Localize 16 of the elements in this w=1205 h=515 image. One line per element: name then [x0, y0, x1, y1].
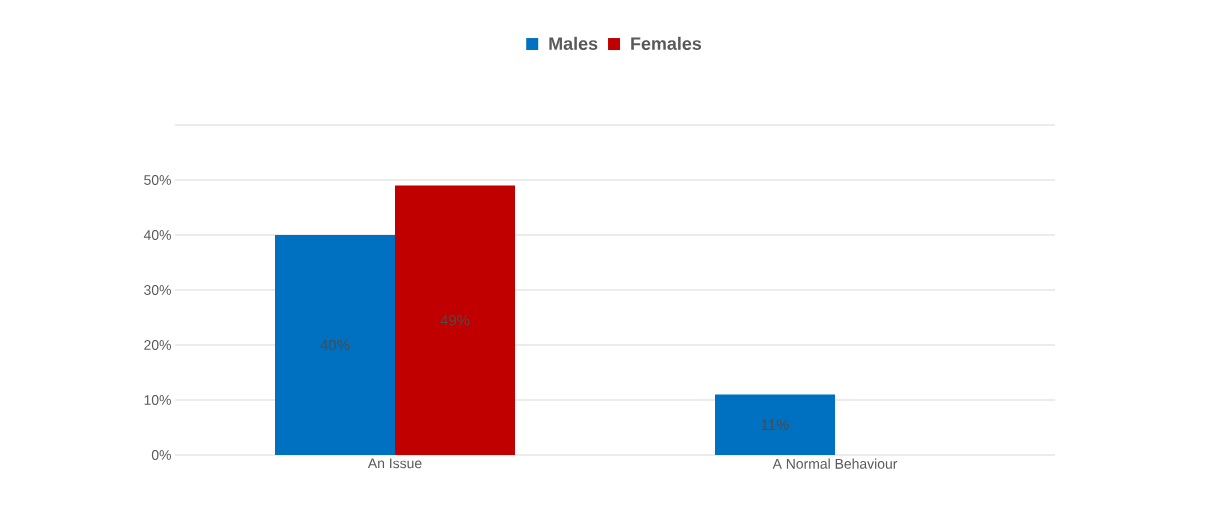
y-tick-label: 0%: [151, 450, 171, 460]
y-tick-label: 30%: [144, 285, 171, 295]
y-tick-label: 40%: [143, 230, 171, 240]
bar: [275, 235, 395, 455]
bar: [395, 185, 515, 455]
x-tick-label: A Normal Behaviour: [772, 458, 898, 469]
data-label: 49%: [440, 314, 470, 326]
y-tick-label: 10%: [144, 395, 171, 405]
data-label: 11%: [761, 419, 789, 430]
bar: [715, 394, 836, 455]
y-tick-label: 20%: [144, 340, 171, 350]
data-label: 40%: [320, 339, 350, 351]
legend-label: Males: [549, 36, 598, 50]
x-tick-label: An Issue: [367, 458, 422, 469]
legend-label: Females: [631, 36, 702, 50]
y-tick-label: 50%: [144, 175, 171, 185]
